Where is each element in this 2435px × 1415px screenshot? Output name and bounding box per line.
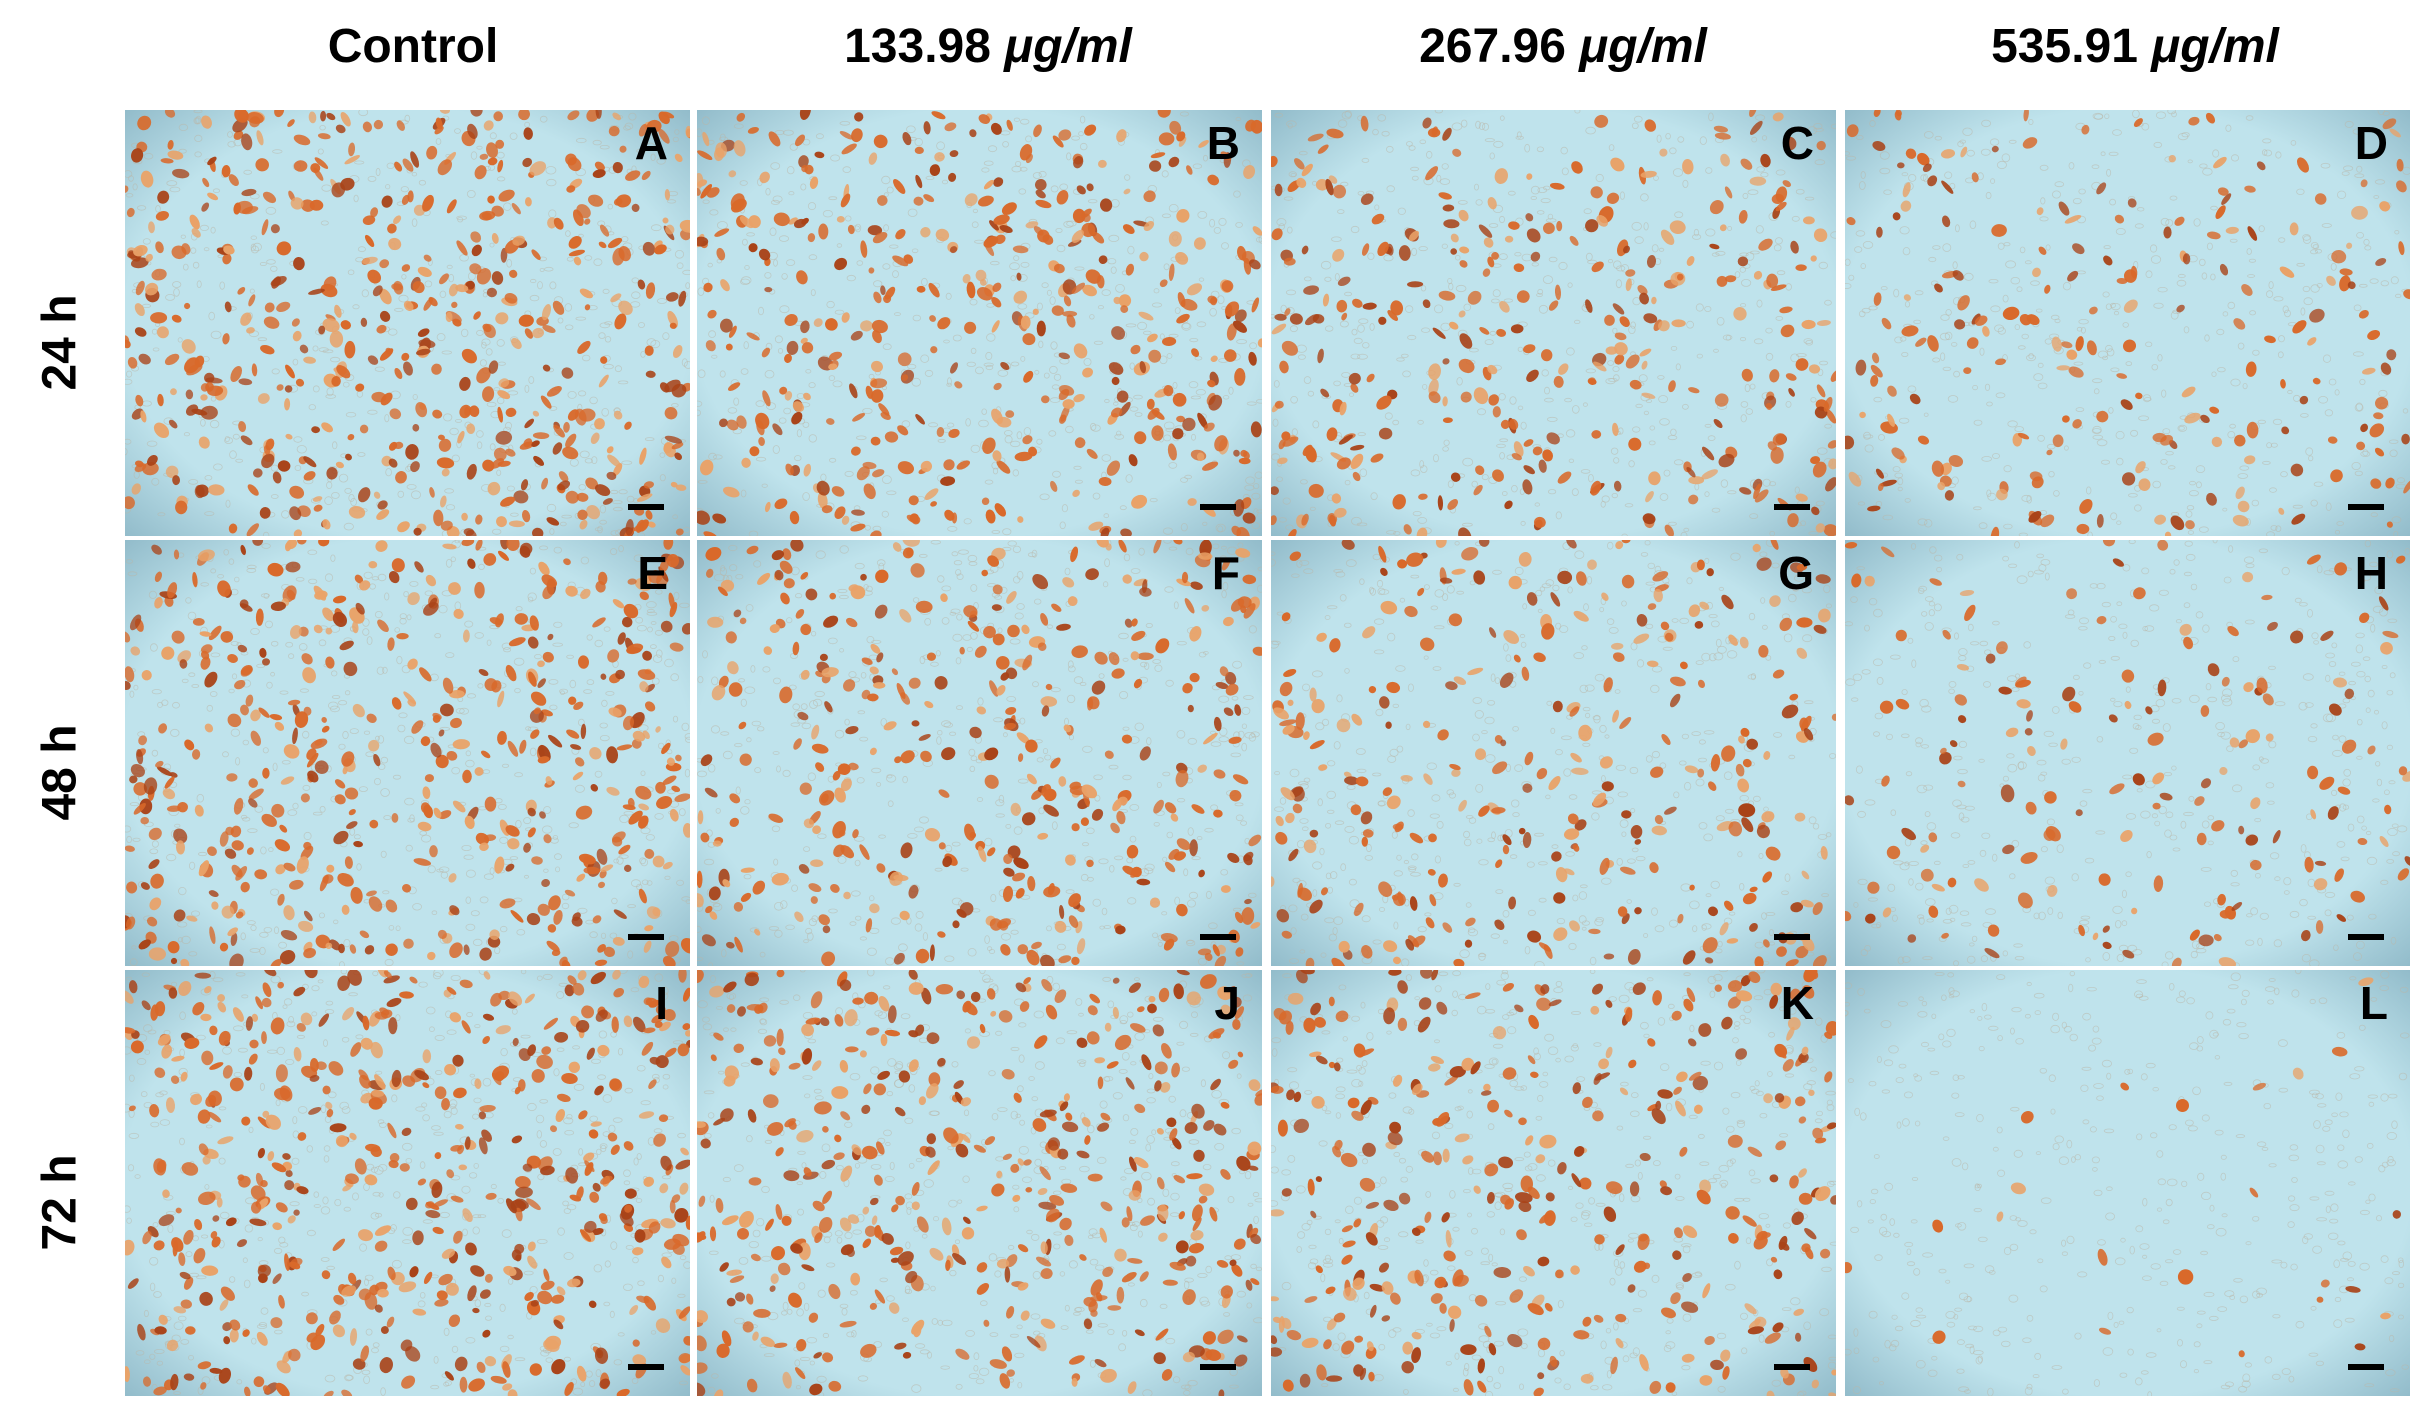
micrograph-panel-b: B: [697, 110, 1262, 536]
stained-cells: [1845, 110, 2410, 536]
stained-cells: [125, 970, 690, 1396]
unstained-cells: [125, 540, 690, 966]
column-header-267-96: 267.96 μg/ml: [1278, 12, 1848, 82]
stained-cells: [1271, 970, 1836, 1396]
row-header-48h: 48 h: [5, 562, 115, 982]
stained-cells: [1271, 110, 1836, 536]
micrograph-background: [697, 540, 1262, 966]
micrograph-panel-h: H: [1845, 540, 2410, 966]
micrograph-image: [1845, 540, 2410, 966]
scale-bar: [2348, 504, 2384, 510]
panel-label: E: [637, 547, 668, 599]
column-header-control: Control: [128, 12, 698, 82]
row-header-text: 24 h: [33, 293, 87, 391]
scale-bar: [1774, 1364, 1810, 1370]
micrograph-image: [1845, 970, 2410, 1396]
panel-label: K: [1780, 977, 1814, 1029]
micrograph-panel-g: G: [1271, 540, 1836, 966]
unstained-cells: [1845, 970, 2410, 1396]
row-header-72h: 72 h: [5, 992, 115, 1412]
column-header-text: 535.91: [1991, 20, 2152, 73]
row-header-24h: 24 h: [5, 132, 115, 552]
scale-bar: [1200, 1364, 1236, 1370]
micrograph-image: [125, 110, 690, 536]
micrograph-image: [697, 110, 1262, 536]
stained-cells: [697, 970, 1262, 1396]
column-header-535-91: 535.91 μg/ml: [1850, 12, 2420, 82]
micrograph-panel-a: A: [125, 110, 690, 536]
scale-bar: [2348, 934, 2384, 940]
scale-bar: [1200, 504, 1236, 510]
micrograph-image: [1271, 540, 1836, 966]
micrograph-background: [125, 540, 690, 966]
scale-bar: [628, 1364, 664, 1370]
panel-label: B: [1206, 117, 1240, 169]
micrograph-image: [697, 540, 1262, 966]
panel-label: J: [1214, 977, 1240, 1029]
scale-bar: [628, 934, 664, 940]
micrograph-image: [125, 970, 690, 1396]
micrograph-background: [1845, 970, 2410, 1396]
unstained-cells: [1845, 110, 2410, 536]
micrograph-panel-d: D: [1845, 110, 2410, 536]
column-header-unit: μg/ml: [2151, 20, 2279, 73]
stained-cells: [125, 110, 690, 536]
micrograph-panel-l: L: [1845, 970, 2410, 1396]
column-header-unit: μg/ml: [1579, 20, 1707, 73]
panel-label: I: [655, 977, 668, 1029]
row-header-text: 48 h: [33, 723, 87, 821]
scale-bar: [2348, 1364, 2384, 1370]
unstained-cells: [697, 111, 1262, 536]
scale-bar: [628, 504, 664, 510]
scale-bar: [1200, 934, 1236, 940]
stained-cells: [1845, 977, 2402, 1358]
scale-bar: [1774, 504, 1810, 510]
micrograph-background: [125, 110, 690, 536]
panel-label: A: [634, 117, 668, 169]
micrograph-background: [1845, 540, 2410, 966]
micrograph-image: [697, 970, 1262, 1396]
stained-cells: [697, 540, 1262, 966]
panel-label: G: [1778, 547, 1814, 599]
panel-label: F: [1211, 547, 1240, 599]
panel-label: C: [1780, 117, 1814, 169]
column-header-text: 267.96: [1419, 20, 1580, 73]
unstained-cells: [1271, 540, 1836, 966]
stained-cells: [1271, 540, 1836, 966]
panel-label: L: [2359, 977, 2388, 1029]
panel-label: D: [2354, 117, 2388, 169]
micrograph-image: [1271, 970, 1836, 1396]
micrograph-panel-c: C: [1271, 110, 1836, 536]
micrograph-panel-i: I: [125, 970, 690, 1396]
scale-bar: [1774, 934, 1810, 940]
micrograph-image: [125, 540, 690, 966]
stained-cells: [1845, 540, 2410, 966]
stained-cells: [125, 540, 690, 966]
column-header-text: Control: [327, 20, 499, 73]
micrograph-background: [697, 110, 1262, 536]
micrograph-background: [1271, 110, 1836, 536]
row-header-text: 72 h: [33, 1153, 87, 1251]
micrograph-image: [1271, 110, 1836, 536]
micrograph-panel-e: E: [125, 540, 690, 966]
column-header-text: 133.98: [844, 20, 1005, 73]
micrograph-panel-k: K: [1271, 970, 1836, 1396]
micrograph-panel-f: F: [697, 540, 1262, 966]
micrograph-image: [1845, 110, 2410, 536]
panel-label: H: [2354, 547, 2388, 599]
micrograph-panel-j: J: [697, 970, 1262, 1396]
stained-cells: [697, 110, 1262, 536]
column-header-unit: μg/ml: [1004, 20, 1132, 73]
column-header-133-98: 133.98 μg/ml: [703, 12, 1273, 82]
